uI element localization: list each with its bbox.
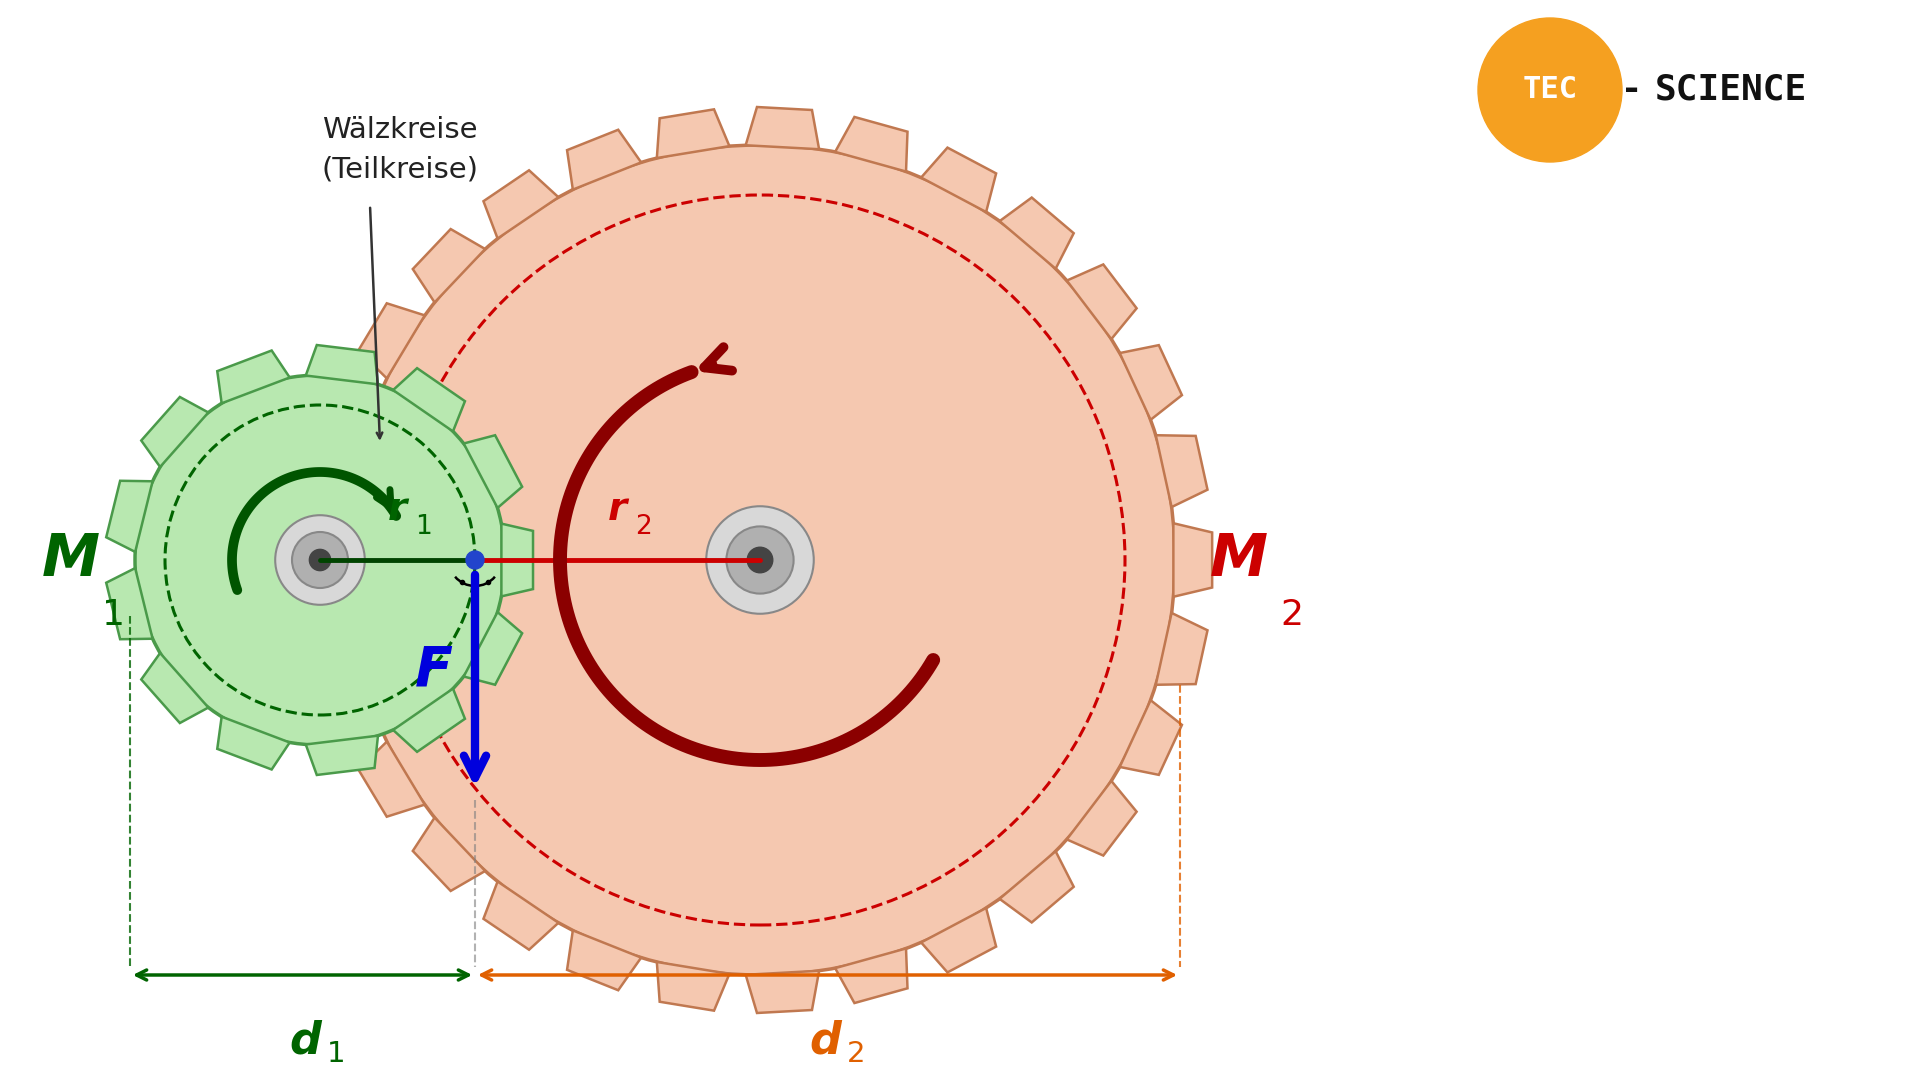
Text: 2: 2: [1281, 598, 1304, 632]
Circle shape: [747, 548, 772, 572]
Polygon shape: [323, 390, 380, 463]
Text: d: d: [808, 1020, 841, 1063]
Polygon shape: [745, 107, 820, 149]
Polygon shape: [835, 117, 908, 172]
Polygon shape: [323, 657, 380, 730]
Text: r: r: [609, 490, 628, 528]
Text: 1: 1: [326, 1040, 346, 1068]
Polygon shape: [566, 930, 641, 990]
Circle shape: [726, 526, 793, 594]
Circle shape: [292, 532, 348, 588]
Polygon shape: [106, 568, 152, 639]
Polygon shape: [217, 351, 290, 403]
Polygon shape: [413, 229, 486, 302]
Polygon shape: [484, 881, 559, 949]
Polygon shape: [106, 481, 152, 552]
Polygon shape: [465, 612, 522, 685]
Polygon shape: [394, 689, 465, 752]
Text: d: d: [290, 1020, 321, 1063]
Circle shape: [707, 507, 814, 613]
Polygon shape: [1119, 700, 1183, 774]
Circle shape: [467, 551, 484, 569]
Polygon shape: [359, 742, 424, 816]
Polygon shape: [217, 717, 290, 769]
Polygon shape: [465, 435, 522, 508]
Polygon shape: [922, 148, 996, 212]
Polygon shape: [305, 345, 378, 384]
Text: M: M: [1210, 531, 1267, 589]
Polygon shape: [745, 971, 820, 1013]
Polygon shape: [307, 568, 353, 642]
Circle shape: [346, 145, 1175, 975]
Text: SCIENCE: SCIENCE: [1655, 73, 1807, 107]
Polygon shape: [307, 478, 353, 552]
Polygon shape: [657, 109, 730, 158]
Polygon shape: [359, 303, 424, 378]
Text: F: F: [415, 644, 453, 698]
Text: -: -: [1624, 73, 1640, 107]
Polygon shape: [1156, 435, 1208, 507]
Polygon shape: [142, 397, 209, 467]
Polygon shape: [484, 171, 559, 239]
Polygon shape: [1000, 851, 1073, 922]
Polygon shape: [394, 368, 465, 431]
Polygon shape: [1068, 265, 1137, 339]
Polygon shape: [142, 653, 209, 723]
Text: 1: 1: [102, 598, 125, 632]
Polygon shape: [1068, 781, 1137, 855]
Polygon shape: [566, 130, 641, 190]
Text: M: M: [42, 531, 100, 589]
Polygon shape: [922, 908, 996, 972]
Polygon shape: [305, 735, 378, 775]
Text: Wälzkreise
(Teilkreise): Wälzkreise (Teilkreise): [321, 117, 478, 184]
Polygon shape: [1119, 346, 1183, 420]
Polygon shape: [1000, 198, 1073, 269]
Circle shape: [134, 375, 505, 745]
Circle shape: [275, 515, 365, 605]
Text: 2: 2: [847, 1040, 866, 1068]
Text: TEC: TEC: [1523, 76, 1578, 105]
Polygon shape: [657, 962, 730, 1011]
Polygon shape: [1156, 613, 1208, 685]
Text: 1: 1: [415, 514, 432, 540]
Text: r: r: [388, 490, 407, 528]
Polygon shape: [835, 948, 908, 1003]
Polygon shape: [1173, 523, 1212, 597]
Polygon shape: [413, 818, 486, 891]
Text: 2: 2: [636, 514, 653, 540]
Circle shape: [1478, 18, 1622, 162]
Polygon shape: [501, 524, 534, 596]
Circle shape: [309, 550, 330, 570]
